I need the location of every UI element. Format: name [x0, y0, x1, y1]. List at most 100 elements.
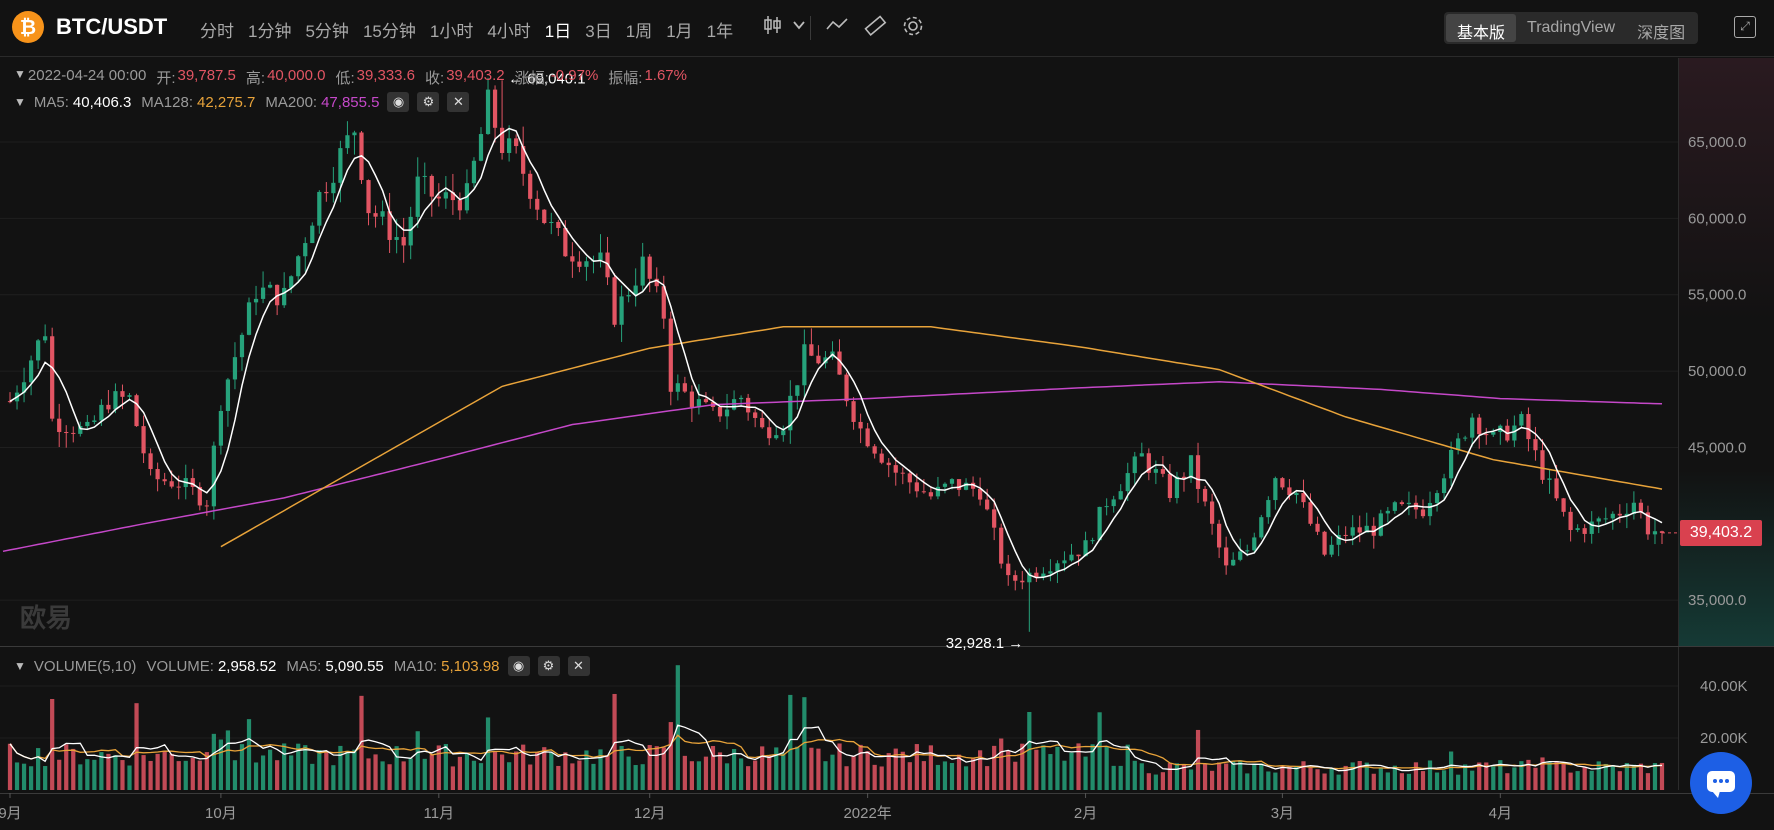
volume-bar: [928, 745, 934, 790]
close-icon[interactable]: ✕: [567, 656, 590, 676]
collapse-chevron-icon[interactable]: ▼: [14, 67, 26, 81]
eye-icon[interactable]: ◉: [387, 92, 410, 112]
chat-bubble-icon: [1707, 771, 1735, 798]
candle-body: [106, 404, 111, 410]
candle-body: [1533, 439, 1538, 451]
candle-body: [1090, 540, 1095, 542]
eye-icon[interactable]: ◉: [507, 656, 530, 676]
volume-bar: [1470, 770, 1475, 790]
candle-body: [1006, 563, 1011, 576]
volume-bar: [921, 761, 926, 790]
candle-body: [239, 334, 245, 358]
interval-tab-4[interactable]: 1小时: [429, 22, 474, 41]
volume-bar: [985, 766, 990, 790]
gear-icon[interactable]: ⚙: [417, 92, 440, 112]
candle-body: [549, 221, 554, 224]
pane-divider[interactable]: [0, 646, 1774, 647]
volume-bar: [436, 745, 441, 790]
volume-bar: [738, 758, 744, 790]
volume-bar: [92, 759, 97, 790]
volume-bar: [886, 753, 891, 790]
volume-bar: [1217, 762, 1222, 790]
close-icon[interactable]: ✕: [447, 92, 470, 112]
interval-tab-6[interactable]: 1日: [544, 22, 572, 41]
time-axis-label: 4月: [1489, 805, 1512, 822]
mode-tab-0[interactable]: 基本版: [1446, 14, 1517, 42]
volume-bar: [696, 761, 702, 790]
candle-body: [746, 397, 751, 413]
interval-tab-2[interactable]: 5分钟: [305, 22, 349, 41]
interval-tab-3[interactable]: 15分钟: [362, 22, 416, 41]
volume-bar: [872, 764, 877, 790]
candle-body: [204, 505, 209, 507]
interval-tab-7[interactable]: 3日: [585, 22, 612, 41]
chat-support-button[interactable]: [1690, 752, 1752, 814]
volume-bar: [1420, 771, 1426, 790]
volume-bar: [296, 743, 301, 790]
interval-tab-5[interactable]: 4小时: [487, 22, 531, 41]
volume-bar: [1287, 766, 1292, 790]
volume-bar: [914, 744, 919, 790]
volume-bar: [408, 758, 413, 790]
volume-bar: [1554, 760, 1559, 790]
candle-body: [1540, 450, 1545, 480]
volume-bar: [591, 763, 596, 790]
interval-tab-0[interactable]: 分时: [200, 22, 234, 41]
candle-body: [450, 192, 455, 201]
volume-bar: [57, 759, 62, 790]
ruler-icon[interactable]: [862, 14, 888, 40]
fullscreen-icon[interactable]: ⤢: [1734, 16, 1756, 38]
volume-bar: [366, 758, 371, 790]
candle-body: [338, 148, 343, 183]
volume-bar: [935, 764, 941, 790]
ma200-value: 47,855.5: [321, 93, 380, 111]
volume-bar: [774, 747, 779, 790]
candle-body: [514, 138, 519, 147]
volume-bar: [893, 748, 898, 790]
vol-ma5-value: 5,090.55: [325, 657, 384, 675]
candle-body: [1097, 506, 1102, 541]
volume-bar: [1146, 773, 1151, 790]
candle-body: [992, 509, 997, 528]
interval-tab-1[interactable]: 1分钟: [248, 22, 292, 41]
candle-body: [1357, 527, 1362, 533]
interval-tab-8[interactable]: 1周: [625, 22, 653, 41]
ma5-value: 40,406.3: [72, 93, 132, 111]
volume-bar: [1160, 772, 1165, 790]
candle-body: [1554, 478, 1559, 499]
volume-bar: [1069, 752, 1074, 790]
candle-body: [928, 492, 934, 497]
candle-body: [471, 160, 477, 184]
volume-bar: [225, 730, 231, 790]
volume-bar: [1645, 773, 1651, 790]
interval-tab-9[interactable]: 1月: [666, 22, 693, 41]
ma128-label: MA128:: [141, 93, 193, 111]
chevron-down-icon[interactable]: [786, 14, 812, 40]
interval-tab-10[interactable]: 1年: [706, 22, 734, 41]
candle-body: [795, 385, 800, 396]
collapse-chevron-icon[interactable]: ▼: [14, 659, 26, 673]
settings-gear-icon[interactable]: [900, 14, 926, 40]
mode-tab-1[interactable]: TradingView: [1527, 19, 1616, 36]
mode-tab-2[interactable]: 深度图: [1637, 25, 1686, 42]
volume-bar: [1020, 743, 1025, 790]
volume-bar: [1195, 729, 1201, 790]
collapse-chevron-icon[interactable]: ▼: [14, 95, 26, 109]
volume-bar: [443, 744, 448, 790]
volume-bar: [1413, 762, 1419, 790]
line-draw-icon[interactable]: [824, 14, 850, 40]
candle-body: [1202, 488, 1208, 502]
candlestick-type-icon[interactable]: [760, 14, 786, 40]
time-axis-label: 9月: [0, 805, 22, 822]
candle-body: [1645, 512, 1651, 535]
gear-icon[interactable]: ⚙: [537, 656, 560, 676]
volume-bar: [471, 760, 477, 790]
candle-body: [50, 336, 55, 419]
trading-pair-title[interactable]: BTC/USDT: [56, 14, 168, 39]
candle-body: [120, 391, 125, 397]
volume-bar: [703, 756, 709, 790]
close-value: 39,403.2: [446, 67, 505, 84]
candle-body: [176, 486, 181, 488]
candle-body: [141, 426, 146, 454]
